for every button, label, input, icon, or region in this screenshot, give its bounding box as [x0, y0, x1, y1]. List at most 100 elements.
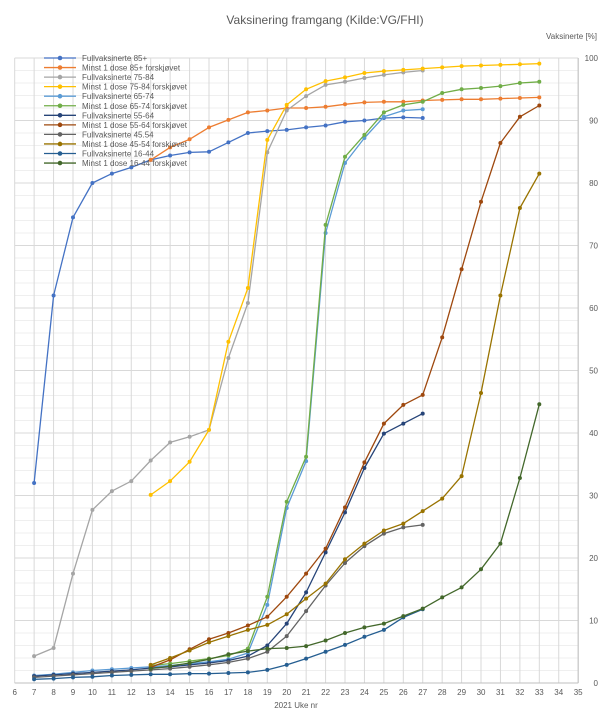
data-point-marker [168, 656, 173, 660]
data-point-marker [226, 634, 231, 639]
data-series-minst-1-dose-75-84-forskj-vet [148, 61, 542, 497]
data-point-marker [109, 673, 114, 678]
data-point-marker [226, 356, 231, 360]
x-tick-label: 17 [224, 688, 233, 697]
data-point-marker [284, 102, 289, 107]
data-point-marker [343, 631, 347, 635]
data-point-marker [245, 301, 250, 305]
data-point-marker [362, 118, 367, 123]
x-tick-label: 20 [282, 688, 291, 697]
data-point-marker [343, 561, 347, 565]
data-point-marker [265, 646, 270, 651]
data-point-marker [323, 550, 328, 555]
data-point-marker [284, 634, 289, 639]
x-tick-label: 6 [12, 688, 17, 697]
x-tick-label: 10 [88, 688, 97, 697]
data-point-marker [187, 137, 192, 142]
data-point-marker [148, 157, 153, 162]
data-point-marker [168, 153, 173, 158]
data-point-marker [207, 671, 211, 676]
legend-item-fullvaksinerte-65-74: Fullvaksinerte 65-74 [44, 92, 155, 101]
data-point-marker [401, 421, 406, 426]
legend-item-fullvaksinerte-85: Fullvaksinerte 85+ [44, 54, 147, 63]
data-point-marker [207, 637, 211, 642]
data-point-marker [129, 165, 134, 170]
data-point-marker [343, 505, 347, 510]
data-series-fullvaksinerte-85 [32, 115, 425, 485]
y-tick-label: 100 [585, 54, 599, 63]
data-point-marker [32, 677, 37, 682]
data-point-marker [362, 541, 367, 546]
y-tick-label: 20 [589, 554, 598, 563]
x-tick-label: 21 [302, 688, 311, 697]
legend-dot-icon [57, 141, 63, 147]
data-point-marker [265, 614, 270, 619]
data-point-marker [401, 99, 406, 104]
data-point-marker [362, 634, 367, 639]
data-point-marker [109, 171, 114, 176]
y-tick-label: 70 [589, 242, 598, 251]
data-point-marker [420, 509, 425, 514]
data-point-marker [304, 94, 309, 99]
data-point-marker [245, 656, 250, 661]
data-point-marker [207, 125, 211, 130]
data-point-marker [362, 71, 367, 75]
x-tick-label: 29 [457, 688, 466, 697]
data-point-marker [420, 66, 425, 71]
y-tick-label: 30 [589, 492, 598, 501]
data-point-marker [265, 594, 270, 599]
data-point-marker [362, 76, 367, 80]
data-point-marker [420, 606, 425, 611]
data-point-marker [32, 481, 37, 485]
data-point-marker [148, 662, 153, 667]
legend: Fullvaksinerte 85+Minst 1 dose 85+ forsk… [44, 54, 188, 168]
data-point-marker [343, 557, 347, 562]
data-point-marker [498, 541, 503, 546]
data-point-marker [440, 335, 445, 340]
legend-dot-icon [57, 122, 63, 128]
data-point-marker [245, 627, 250, 632]
x-tick-label: 23 [341, 688, 350, 697]
legend-label: Minst 1 dose 85+ forskjøvet [82, 64, 181, 73]
data-point-marker [323, 638, 328, 643]
data-point-marker [420, 522, 425, 527]
data-point-marker [207, 427, 211, 432]
data-point-marker [420, 99, 425, 104]
data-point-marker [517, 96, 522, 100]
y-tick-label: 90 [589, 117, 598, 126]
data-point-marker [148, 492, 153, 497]
data-point-marker [187, 671, 192, 676]
data-point-marker [537, 61, 542, 66]
data-point-marker [537, 171, 542, 176]
data-point-marker [381, 99, 386, 104]
data-point-marker [207, 640, 211, 645]
data-point-marker [207, 657, 211, 662]
y-axis-title: Vaksinerte [%] [546, 32, 597, 41]
data-point-marker [245, 131, 250, 135]
data-point-marker [226, 660, 231, 665]
data-point-marker [362, 132, 367, 137]
data-series-minst-1-dose-45-54-forskj-vet [148, 171, 542, 667]
data-point-marker [304, 106, 309, 110]
y-tick-label: 80 [589, 179, 598, 188]
data-point-marker [304, 609, 309, 614]
data-point-marker [479, 567, 483, 572]
data-point-marker [343, 75, 347, 80]
data-point-marker [109, 489, 114, 494]
data-point-marker [245, 623, 250, 628]
data-point-marker [129, 479, 134, 484]
y-tick-label: 50 [589, 367, 598, 376]
legend-dot-icon [57, 93, 63, 99]
x-tick-label: 22 [321, 688, 330, 697]
data-point-marker [51, 293, 56, 298]
gridlines-minor [14, 70, 579, 671]
data-point-marker [284, 646, 289, 650]
data-point-marker [343, 642, 347, 647]
data-series-group [32, 61, 542, 682]
legend-item-minst-1-dose-85-forskj-vet: Minst 1 dose 85+ forskjøvet [44, 64, 181, 73]
x-tick-label: 28 [438, 688, 447, 697]
data-point-marker [362, 100, 367, 105]
legend-dot-icon [57, 151, 63, 156]
data-point-marker [537, 95, 542, 100]
data-point-marker [381, 528, 386, 533]
